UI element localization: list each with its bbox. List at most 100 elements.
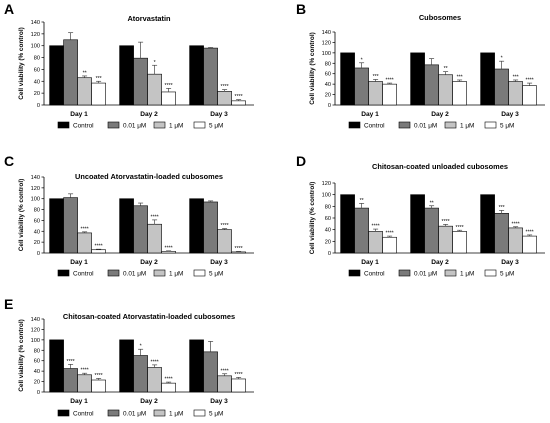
y-tick-label: 100 — [31, 338, 40, 344]
legend-swatch — [57, 409, 70, 417]
y-tick-label: 80 — [325, 204, 331, 210]
significance-label: **** — [442, 219, 450, 225]
legend-label: 1 μM — [169, 411, 183, 418]
bar — [63, 39, 78, 106]
bar — [119, 339, 134, 393]
significance-label: **** — [221, 84, 229, 90]
bar — [77, 77, 92, 106]
bar — [189, 339, 204, 393]
bar — [217, 229, 232, 254]
significance-label: ** — [360, 198, 364, 204]
legend-label: 5 μM — [209, 411, 223, 418]
y-tick-label: 20 — [34, 240, 40, 246]
bar — [77, 374, 92, 393]
bar — [217, 91, 232, 106]
y-tick-label: 60 — [325, 216, 331, 222]
y-tick-label: 120 — [322, 181, 331, 187]
significance-label: **** — [165, 245, 173, 251]
legend-label: 0.01 μM — [414, 123, 437, 130]
y-axis-label: Cell viability (% control) — [309, 182, 316, 254]
y-tick-label: 40 — [34, 369, 40, 375]
significance-label: **** — [526, 229, 534, 235]
legend-swatch — [193, 409, 206, 417]
significance-label: **** — [235, 94, 243, 100]
bar — [522, 85, 537, 106]
y-tick-label: 40 — [325, 228, 331, 234]
panel-title: Chitosan-coated unloaded cubosomes — [372, 162, 508, 171]
legend-label: 0.01 μM — [123, 271, 146, 278]
legend-label: 1 μM — [169, 123, 183, 130]
x-tick-label: Day 1 — [361, 111, 379, 118]
x-tick-label: Day 2 — [431, 259, 449, 266]
legend-label: Control — [73, 271, 94, 278]
bar — [119, 198, 134, 254]
bar — [340, 52, 355, 106]
bar — [63, 197, 78, 254]
significance-label: ** — [444, 66, 448, 72]
legend-label: 5 μM — [500, 271, 514, 278]
bar — [91, 82, 106, 106]
y-tick-label: 20 — [325, 93, 331, 99]
y-tick-label: 20 — [34, 91, 40, 97]
y-tick-label: 80 — [34, 56, 40, 62]
legend-swatch — [348, 269, 361, 277]
y-tick-label: 0 — [37, 103, 40, 109]
bar — [494, 68, 509, 106]
bar — [452, 231, 467, 254]
x-tick-label: Day 2 — [140, 259, 158, 266]
bar — [382, 83, 397, 106]
legend-label: 0.01 μM — [414, 271, 437, 278]
y-tick-label: 100 — [322, 193, 331, 199]
y-tick-label: 40 — [34, 229, 40, 235]
legend-swatch — [484, 121, 497, 129]
y-axis-label: Cell viability (% control) — [18, 27, 25, 99]
significance-label: **** — [81, 368, 89, 374]
bar — [424, 207, 439, 254]
legend-swatch — [348, 121, 361, 129]
legend-swatch — [107, 121, 120, 129]
bar — [438, 74, 453, 106]
y-axis-label: Cell viability (% control) — [18, 179, 25, 251]
y-tick-label: 120 — [31, 186, 40, 192]
y-tick-label: 40 — [34, 79, 40, 85]
significance-label: * — [361, 57, 363, 63]
bar — [161, 382, 176, 393]
x-tick-label: Day 1 — [361, 259, 379, 266]
y-tick-label: 60 — [34, 359, 40, 365]
panel-letter: E — [4, 296, 13, 312]
legend-label: 1 μM — [169, 271, 183, 278]
x-tick-label: Day 2 — [431, 111, 449, 118]
chart-panel-e: E Chitosan-coated Atorvastatin-loaded cub… — [4, 296, 254, 418]
y-tick-label: 140 — [31, 175, 40, 181]
significance-label: **** — [165, 377, 173, 383]
legend-swatch — [398, 121, 411, 129]
y-tick-label: 140 — [31, 317, 40, 323]
bar — [203, 201, 218, 254]
bar — [438, 225, 453, 254]
bar — [368, 231, 383, 254]
significance-label: * — [154, 60, 156, 66]
y-tick-label: 60 — [34, 67, 40, 73]
bar — [119, 45, 134, 106]
bar — [480, 194, 495, 254]
legend-swatch — [107, 409, 120, 417]
bar — [49, 45, 64, 106]
bar — [147, 223, 162, 254]
bar — [133, 205, 148, 254]
bar — [161, 251, 176, 254]
significance-label: *** — [499, 205, 505, 211]
y-tick-label: 40 — [325, 82, 331, 88]
significance-label: **** — [526, 78, 534, 84]
x-tick-label: Day 2 — [140, 111, 158, 118]
x-tick-label: Day 1 — [70, 111, 88, 118]
bar — [424, 64, 439, 106]
x-tick-label: Day 3 — [501, 111, 519, 118]
bar — [91, 249, 106, 254]
bar — [189, 45, 204, 106]
significance-label: **** — [165, 83, 173, 89]
bar — [217, 375, 232, 393]
bar — [410, 52, 425, 106]
significance-label: *** — [373, 74, 379, 80]
y-tick-label: 140 — [31, 20, 40, 26]
